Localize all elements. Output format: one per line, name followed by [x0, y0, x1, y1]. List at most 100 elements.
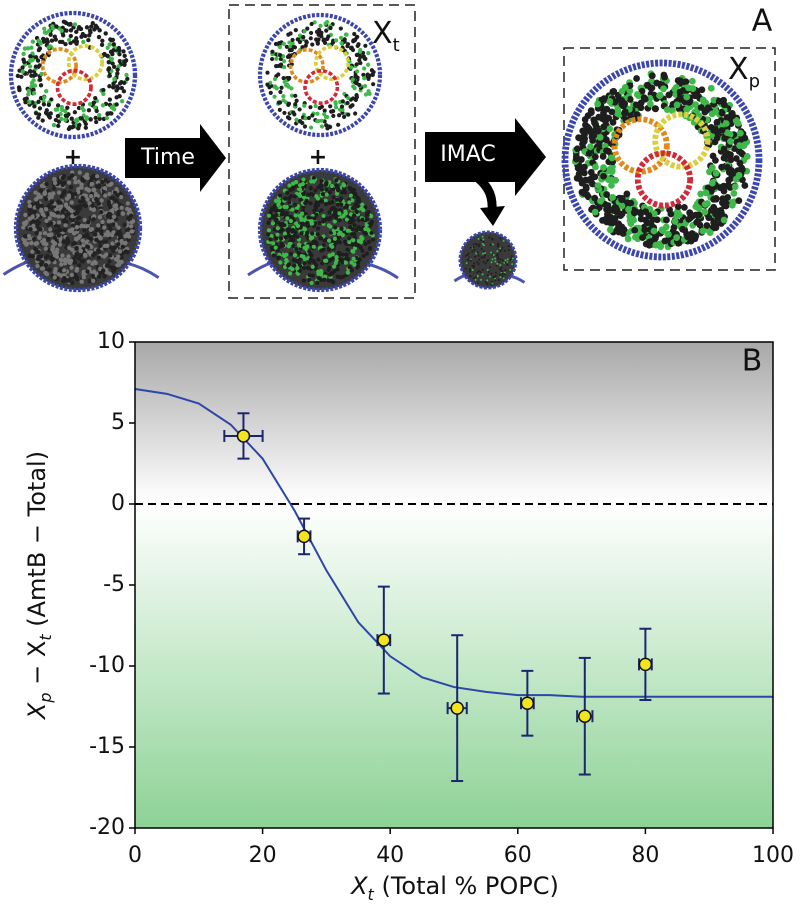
lipid — [28, 69, 33, 74]
lipid — [323, 21, 328, 26]
lipid — [93, 260, 98, 266]
lipid — [482, 238, 485, 241]
lipid — [55, 113, 61, 119]
lipid — [98, 243, 103, 249]
lipid — [481, 242, 484, 245]
lipid — [69, 265, 74, 270]
lipid — [328, 230, 334, 235]
lipid — [35, 256, 41, 262]
lipid — [21, 57, 26, 62]
lipid — [113, 203, 119, 208]
lipid — [287, 48, 292, 53]
lipid — [332, 239, 338, 244]
lipid — [624, 235, 632, 243]
lipid — [46, 188, 51, 194]
lipid — [108, 253, 113, 258]
lipid — [363, 92, 369, 97]
lipid — [291, 238, 296, 243]
lipid — [286, 32, 291, 37]
lipid — [688, 77, 696, 85]
lipid — [281, 41, 286, 46]
lipid — [93, 232, 98, 237]
lipid — [30, 57, 35, 62]
lipid — [471, 250, 474, 253]
lipid — [652, 241, 660, 249]
lipid — [479, 271, 482, 274]
lipid — [501, 259, 504, 262]
lipid — [298, 197, 303, 202]
lipid — [91, 278, 96, 283]
lipid — [365, 213, 370, 218]
lipid — [481, 252, 484, 255]
lipid — [330, 271, 335, 276]
lipid — [56, 214, 61, 219]
lipid — [317, 220, 322, 226]
lipid — [684, 233, 691, 241]
lipid — [59, 116, 64, 122]
lipid — [506, 263, 509, 266]
lipid — [43, 246, 48, 251]
lipid — [334, 183, 339, 188]
lipid — [58, 227, 64, 233]
lipid — [297, 213, 302, 219]
lipid — [104, 263, 110, 268]
panel-label: B — [742, 344, 763, 379]
lipid — [342, 239, 348, 244]
lipid — [323, 271, 328, 276]
lipid — [278, 52, 283, 58]
lipid — [51, 122, 57, 128]
lipid — [306, 215, 311, 220]
lipid — [38, 188, 44, 193]
lipid — [711, 138, 719, 146]
lipid — [727, 138, 734, 145]
lipid — [114, 198, 119, 203]
lipid — [697, 104, 705, 111]
lipid — [355, 195, 360, 200]
lipid — [695, 205, 703, 213]
lipid — [353, 111, 358, 116]
lipid — [328, 104, 333, 109]
lipid — [590, 131, 598, 139]
lipid — [277, 107, 282, 112]
lipid — [91, 207, 97, 212]
lipid — [732, 175, 740, 183]
lipid — [494, 279, 497, 282]
lipid — [511, 263, 514, 266]
lipid — [488, 236, 491, 239]
lipid — [64, 219, 69, 224]
lipid — [96, 201, 102, 206]
lipid — [62, 180, 67, 186]
lipid — [89, 181, 95, 187]
lipid — [84, 240, 89, 245]
lipid — [594, 100, 602, 108]
lipid — [282, 231, 287, 236]
lipid — [48, 227, 53, 232]
lipid — [609, 88, 617, 96]
lipid — [352, 31, 357, 37]
lipid — [604, 202, 612, 209]
box-label: Xp — [728, 52, 760, 93]
lipid — [20, 69, 25, 74]
lipid — [331, 113, 336, 119]
lipid — [274, 56, 279, 61]
lipid — [42, 95, 47, 100]
vesicle — [561, 59, 763, 261]
lipid — [606, 125, 614, 133]
lipid — [344, 217, 349, 222]
lipid — [494, 257, 497, 260]
lipid — [25, 46, 31, 51]
lipid — [49, 199, 55, 205]
lipid — [623, 190, 631, 198]
lipid — [327, 258, 332, 263]
lipid — [603, 191, 611, 198]
lipid — [77, 170, 82, 175]
lipid — [107, 84, 112, 89]
y-tick-label: 0 — [111, 491, 125, 516]
lipid — [276, 40, 282, 46]
lipid — [664, 230, 672, 238]
lipid — [472, 267, 475, 270]
lipid — [467, 256, 470, 259]
lipid — [361, 72, 366, 77]
lipid — [285, 216, 290, 221]
lipid — [502, 277, 505, 280]
